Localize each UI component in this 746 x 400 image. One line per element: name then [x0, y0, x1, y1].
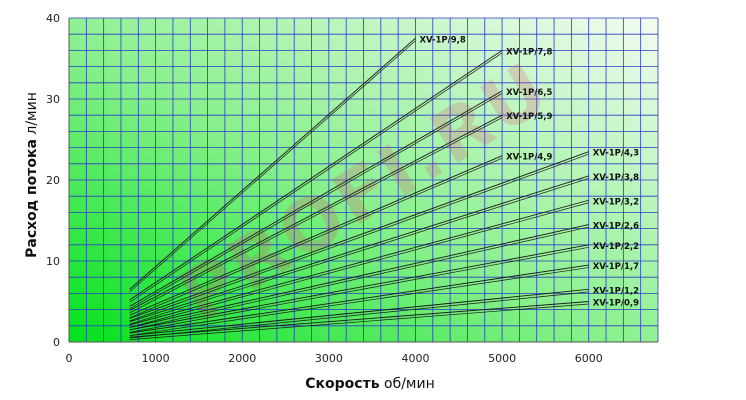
- series-line-lower: [129, 52, 503, 303]
- series-line-lower: [129, 267, 589, 336]
- series-label: XV-1P/1,2: [593, 286, 639, 296]
- series-line: [129, 264, 589, 334]
- x-tick-label: 1000: [142, 352, 170, 365]
- x-tick-label: 5000: [488, 352, 516, 365]
- series-line-lower: [129, 153, 589, 322]
- x-axis-title-main: Скорость: [305, 376, 379, 392]
- series-label: XV-1P/1,7: [593, 262, 639, 272]
- grid-lines: [69, 17, 659, 342]
- series-line: [129, 199, 589, 326]
- series-line: [129, 90, 503, 307]
- axis-ticks: 0 1000 2000 3000 4000 5000 6000 0 10 20 30 40: [46, 12, 603, 365]
- series-line-lower: [129, 117, 503, 314]
- series-line: [129, 37, 416, 290]
- series-line-lower: [129, 178, 589, 325]
- series-label: XV-1P/2,6: [593, 222, 639, 232]
- series-line-lower: [129, 202, 589, 328]
- x-axis-title: Скорость об/мин: [305, 376, 435, 392]
- series-line-lower: [129, 93, 503, 310]
- y-tick-label: 20: [46, 174, 60, 187]
- series-line: [129, 175, 589, 323]
- y-tick-label: 40: [46, 12, 60, 25]
- y-axis-title-main: Расход потока: [24, 139, 40, 258]
- series-line-lower: [129, 291, 589, 339]
- series-line: [129, 224, 589, 328]
- series-line: [129, 114, 503, 311]
- series-label: XV-1P/0,9: [593, 299, 639, 309]
- x-tick-label: 6000: [575, 352, 603, 365]
- series-line: [129, 155, 503, 316]
- x-tick-label: 3000: [315, 352, 343, 365]
- series-lines: [129, 37, 589, 340]
- y-tick-label: 30: [46, 93, 60, 106]
- x-tick-label: 0: [66, 352, 73, 365]
- series-line-lower: [129, 246, 589, 333]
- series-labels: XV-1P/9,8 XV-1P/7,8 XV-1P/6,5 XV-1P/5,9 XV-1…: [419, 35, 639, 308]
- series-label: XV-1P/6,5: [506, 88, 552, 98]
- series-line: [129, 151, 589, 319]
- series-line-lower: [129, 40, 416, 293]
- series-label: XV-1P/9,8: [419, 35, 465, 45]
- series-line: [129, 244, 589, 331]
- series-line-lower: [129, 226, 589, 331]
- series-label: XV-1P/4,3: [593, 149, 639, 159]
- series-label: XV-1P/3,2: [593, 197, 639, 207]
- y-tick-label: 0: [53, 336, 60, 349]
- series-label: XV-1P/2,2: [593, 242, 639, 252]
- series-line-lower: [129, 303, 589, 340]
- x-tick-label: 4000: [401, 352, 429, 365]
- y-tick-label: 10: [46, 255, 60, 268]
- series-label: XV-1P/7,8: [506, 47, 552, 57]
- y-axis-title-unit: л/мин: [24, 92, 40, 134]
- series-line-lower: [129, 157, 503, 319]
- series-label: XV-1P/5,9: [506, 112, 552, 122]
- x-axis-title-unit: об/мин: [384, 376, 435, 392]
- series-label: XV-1P/4,9: [506, 153, 552, 163]
- series-label: XV-1P/3,8: [593, 173, 639, 183]
- y-axis-title: Расход потока л/мин: [24, 92, 40, 258]
- series-line: [129, 50, 503, 301]
- x-tick-label: 2000: [228, 352, 256, 365]
- series-line: [129, 301, 589, 338]
- series-line: [129, 288, 589, 336]
